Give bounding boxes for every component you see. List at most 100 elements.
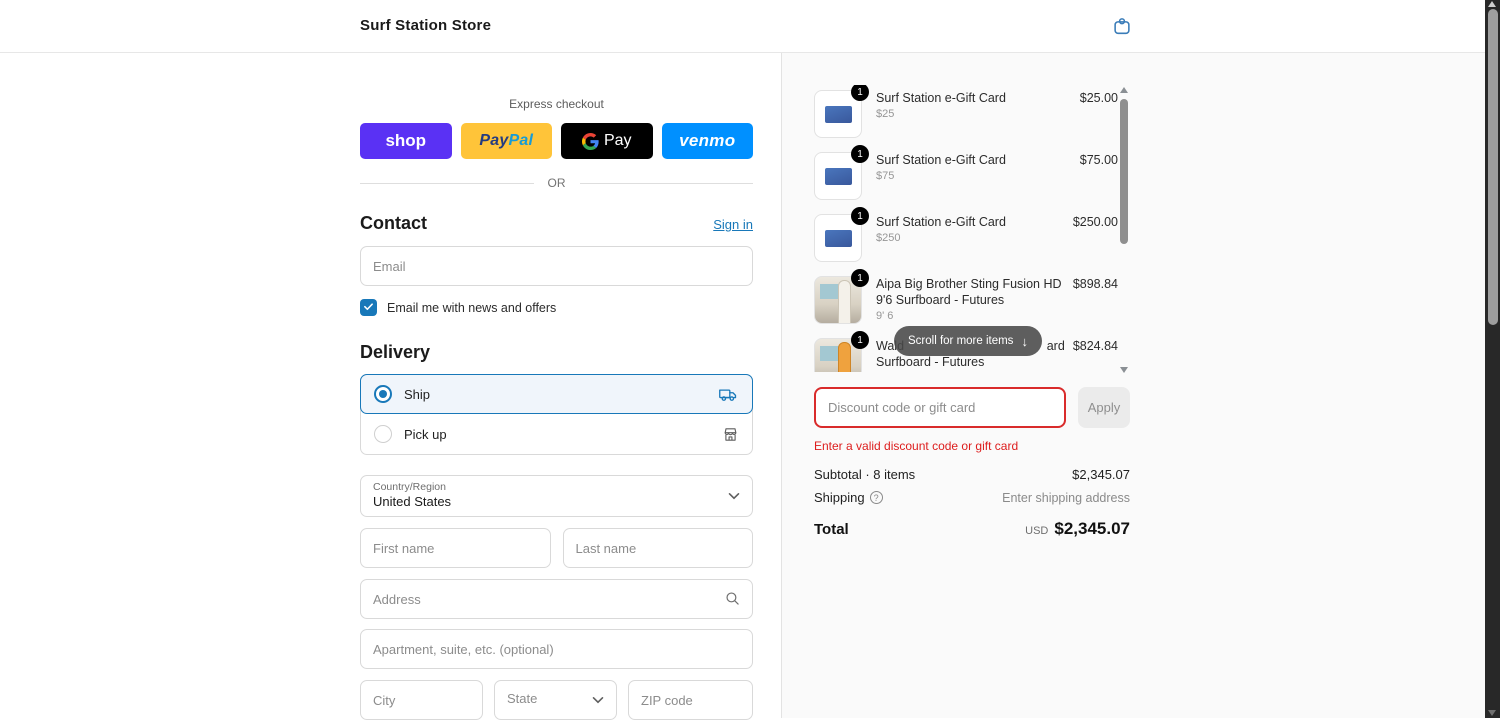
shopping-bag-icon xyxy=(1111,18,1133,40)
delivery-heading: Delivery xyxy=(360,342,431,362)
item-title: Surf Station e-Gift Card xyxy=(876,91,1006,105)
cart-item: 1 Surf Station e-Gift Card $25 $25.00 xyxy=(814,85,1118,138)
paypal-logo: Pay xyxy=(479,132,509,149)
last-name-field[interactable] xyxy=(562,528,753,568)
gpay-label: Pay xyxy=(603,132,632,149)
currency-code: USD xyxy=(1025,525,1049,537)
item-qty-badge: 1 xyxy=(851,269,869,287)
newsletter-label: Email me with news and offers xyxy=(387,300,557,315)
item-price: $75.00 xyxy=(1079,153,1118,167)
item-thumbnail: 1 xyxy=(814,145,869,200)
pickup-radio[interactable] xyxy=(374,425,392,443)
scroll-for-more-tooltip: Scroll for more items ↓ xyxy=(894,326,1042,356)
ship-radio[interactable] xyxy=(374,385,392,403)
city-field[interactable] xyxy=(360,680,483,720)
shipping-label: Shipping xyxy=(814,490,865,505)
item-price: $898.84 xyxy=(1072,277,1118,291)
scrollbar-up-arrow-icon[interactable] xyxy=(1488,1,1496,7)
total-label: Total xyxy=(814,521,849,538)
country-value: United States xyxy=(373,494,452,509)
total-value: $2,345.07 xyxy=(1054,519,1130,538)
subtotal-value: $2,345.07 xyxy=(1072,467,1130,482)
scrollbar-down-arrow-icon[interactable] xyxy=(1488,710,1496,716)
item-thumbnail: 1 xyxy=(814,331,869,372)
browser-scrollbar-thumb[interactable] xyxy=(1487,9,1498,325)
truck-icon xyxy=(718,386,739,403)
chevron-down-icon xyxy=(592,696,604,704)
apartment-field[interactable] xyxy=(360,629,753,669)
item-qty-badge: 1 xyxy=(851,145,869,163)
express-buttons: shop Pay Pal Pay venmo xyxy=(360,123,753,159)
shipping-value: Enter shipping address xyxy=(1002,491,1130,505)
venmo-logo: venmo xyxy=(679,131,736,150)
discount-error-message: Enter a valid discount code or gift card xyxy=(814,439,1019,453)
cart-scrollbar-thumb[interactable] xyxy=(1120,99,1128,244)
cart-item: 1 Surf Station e-Gift Card $75 $75.00 xyxy=(814,145,1118,200)
cart-item: 1 Surf Station e-Gift Card $250 $250.00 xyxy=(814,207,1118,262)
or-divider: OR xyxy=(360,176,753,190)
google-pay-button[interactable]: Pay xyxy=(561,123,653,159)
item-title: Surf Station e-Gift Card xyxy=(876,215,1006,229)
shop-logo: shop xyxy=(385,131,427,150)
venmo-button[interactable]: venmo xyxy=(661,123,753,159)
apply-discount-button[interactable]: Apply xyxy=(1078,387,1130,428)
email-field[interactable] xyxy=(360,246,753,286)
item-title: Wald ard Surfboard - Futures xyxy=(876,339,1065,369)
first-name-field[interactable] xyxy=(360,528,551,568)
discount-code-input[interactable] xyxy=(814,387,1066,428)
check-icon xyxy=(363,299,374,317)
item-price: $824.84 xyxy=(1072,339,1118,353)
item-variant: $250 xyxy=(876,232,901,244)
chevron-down-icon xyxy=(728,492,740,500)
item-qty-badge: 1 xyxy=(851,85,869,101)
scroll-up-arrow-icon[interactable] xyxy=(1120,87,1128,93)
item-thumbnail: 1 xyxy=(814,85,869,138)
item-title: Aipa Big Brother Sting Fusion HD 9'6 Sur… xyxy=(876,277,1062,307)
sign-in-link[interactable]: Sign in xyxy=(713,217,753,232)
delivery-option-pickup[interactable]: Pick up xyxy=(361,414,752,454)
item-qty-badge: 1 xyxy=(851,207,869,225)
item-price: $250.00 xyxy=(1072,215,1118,229)
express-checkout-label: Express checkout xyxy=(509,97,604,111)
subtotal-label: Subtotal · 8 items xyxy=(814,467,916,482)
delivery-option-ship[interactable]: Ship xyxy=(360,374,753,414)
country-label: Country/Region xyxy=(373,481,446,493)
store-title: Surf Station Store xyxy=(360,17,492,34)
item-variant: $25 xyxy=(876,108,895,120)
state-value: State xyxy=(507,691,538,706)
down-arrow-icon: ↓ xyxy=(1021,333,1028,349)
search-icon xyxy=(724,590,741,612)
order-summary-pane: 1 Surf Station e-Gift Card $25 $25.00 1 … xyxy=(781,53,1485,718)
item-variant: $75 xyxy=(876,170,895,182)
help-icon[interactable]: ? xyxy=(869,491,883,504)
delivery-method-group: Ship Pick up xyxy=(360,374,753,455)
item-qty-badge: 1 xyxy=(851,331,869,349)
item-thumbnail: 1 xyxy=(814,269,869,324)
cart-items: 1 Surf Station e-Gift Card $25 $25.00 1 … xyxy=(814,85,1118,372)
header: Surf Station Store xyxy=(0,0,1500,53)
zip-field[interactable] xyxy=(628,680,753,720)
item-variant: 9' 6 xyxy=(876,310,894,322)
scroll-down-arrow-icon[interactable] xyxy=(1120,367,1128,373)
pickup-label: Pick up xyxy=(404,426,447,442)
checkout-form-pane: Express checkout shop Pay Pal Pay xyxy=(0,53,781,720)
shop-pay-button[interactable]: shop xyxy=(360,123,452,159)
cart-item: 1 Wald ard Surfboard - Futures $824.84 xyxy=(814,331,1118,372)
contact-heading: Contact xyxy=(360,213,427,233)
store-icon xyxy=(722,426,739,443)
item-price: $25.00 xyxy=(1079,91,1118,105)
state-select[interactable]: State xyxy=(494,680,617,720)
item-image xyxy=(814,90,862,138)
address-field[interactable] xyxy=(360,579,753,619)
country-select[interactable]: Country/Region United States xyxy=(360,475,753,517)
ship-label: Ship xyxy=(404,386,431,402)
item-thumbnail: 1 xyxy=(814,207,869,262)
google-g-icon xyxy=(581,132,599,150)
newsletter-checkbox[interactable] xyxy=(360,299,377,316)
cart-button[interactable] xyxy=(1110,15,1134,39)
paypal-button[interactable]: Pay Pal xyxy=(460,123,552,159)
cart-items-scrollbar[interactable] xyxy=(1119,85,1129,373)
cart-item: 1 Aipa Big Brother Sting Fusion HD 9'6 S… xyxy=(814,269,1118,324)
browser-scrollbar[interactable] xyxy=(1485,0,1500,718)
item-title: Surf Station e-Gift Card xyxy=(876,153,1006,167)
